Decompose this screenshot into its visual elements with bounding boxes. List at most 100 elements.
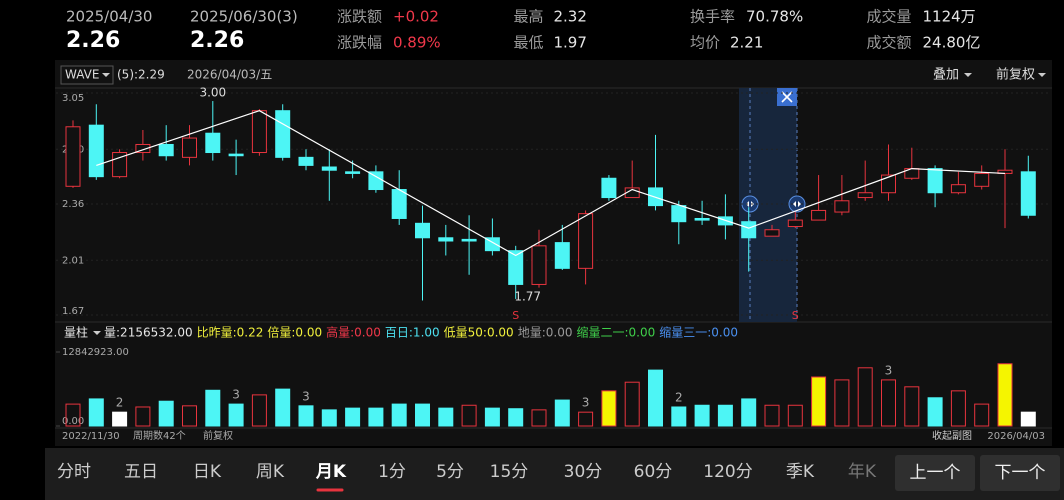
volume-bar <box>1020 411 1036 427</box>
volume-bar <box>578 411 594 427</box>
period-tab[interactable]: 5分 <box>436 462 464 482</box>
period-tab[interactable]: 日K <box>193 462 222 482</box>
footer-start: 2022/11/30 <box>62 431 120 442</box>
volume-bar <box>950 390 966 427</box>
prev-button-bg[interactable] <box>895 455 975 491</box>
next-button-bg[interactable] <box>980 455 1060 491</box>
candle-body <box>135 143 151 154</box>
indicator-name: WAVE <box>65 68 99 82</box>
period-tab[interactable]: 分时 <box>57 462 91 482</box>
count-label: 3 <box>885 363 893 377</box>
period-tab[interactable]: 1分 <box>378 462 406 482</box>
adjust-button[interactable]: 前复权 <box>996 67 1035 83</box>
signal-marker: S <box>512 309 519 322</box>
candle-body <box>298 156 314 166</box>
volume-bar <box>787 404 803 427</box>
volume-legend-item: 缩量二一:0.00 <box>576 325 655 340</box>
period-tab[interactable]: 周K <box>256 462 285 482</box>
tab-bar <box>45 448 1064 500</box>
volume-bar <box>182 405 197 427</box>
candle-body <box>834 200 850 213</box>
high-label: 3.00 <box>199 86 226 100</box>
volume-bar <box>508 408 524 427</box>
volume-bar <box>741 398 757 427</box>
candle-body <box>950 184 966 194</box>
candle-body <box>251 110 267 154</box>
drag-handle[interactable] <box>741 195 759 213</box>
y-tick-label: 0.00 <box>62 416 84 427</box>
collapse-button[interactable]: 收起副图 <box>932 429 972 442</box>
volume-bar <box>648 369 663 427</box>
period-tab[interactable]: 15分 <box>490 462 529 482</box>
volume-bar <box>997 363 1013 427</box>
candle-body <box>508 250 524 285</box>
volume-legend-item: 地量:0.00 <box>518 326 573 340</box>
volume-bar <box>391 403 407 427</box>
candle-body <box>764 229 780 237</box>
volume-bar <box>484 407 500 427</box>
candle-body <box>321 166 337 171</box>
volume-bar <box>228 403 244 427</box>
stat-label: 涨跌额 <box>337 8 382 26</box>
volume-legend-item: 倍量:0.00 <box>267 325 322 340</box>
period-tab[interactable]: 年K <box>848 462 877 482</box>
count-label: 2 <box>675 390 683 404</box>
candle-body <box>624 187 640 199</box>
overlay-button[interactable]: 叠加 <box>933 68 959 83</box>
signal-marker: S <box>792 309 799 322</box>
stat-value: 2.21 <box>730 34 763 52</box>
stat-label: 换手率 <box>690 8 735 26</box>
candle-body <box>741 221 757 239</box>
close-selection[interactable] <box>777 88 797 106</box>
indicator-value: (5):2.29 <box>117 68 165 82</box>
volume-bar <box>415 403 430 427</box>
candle-body <box>391 189 407 219</box>
volume-bar <box>834 379 850 427</box>
period-tab[interactable]: 季K <box>786 462 815 482</box>
stat-label: 最低 <box>514 34 544 52</box>
candle-body <box>531 245 547 285</box>
header-price: 2.26 <box>190 28 244 53</box>
period-tab[interactable]: 30分 <box>564 462 603 482</box>
period-tab[interactable]: 月K <box>315 462 347 482</box>
volume-legend-item: 高量:0.00 <box>326 325 381 340</box>
header-price: 2.26 <box>66 28 120 53</box>
candle-body <box>205 132 221 154</box>
volume-legend-item: 比昨量:0.22 <box>197 326 264 340</box>
volume-bar <box>717 404 733 427</box>
y-tick-label: 12842923.00 <box>62 347 129 358</box>
candle-body <box>228 153 244 157</box>
volume-legend-item: 缩量三一:0.00 <box>659 325 738 340</box>
indicator-box[interactable] <box>60 65 114 85</box>
candle-body <box>345 171 361 174</box>
y-tick-label: 3.05 <box>62 93 84 104</box>
period-tab[interactable]: 60分 <box>634 462 673 482</box>
period-tab[interactable]: 120分 <box>703 462 752 482</box>
stat-value: +0.02 <box>393 8 439 26</box>
period-tab[interactable]: 五日 <box>124 462 158 482</box>
candle-body <box>88 124 104 178</box>
dropdown-arrow <box>93 331 101 335</box>
prev-button[interactable]: 上一个 <box>910 463 961 483</box>
count-label: 3 <box>232 388 240 402</box>
volume-bar <box>764 404 780 427</box>
stat-value: 2.32 <box>554 8 587 26</box>
candle-body <box>927 168 943 194</box>
volume-legend-item: 低量50:0.00 <box>444 326 514 340</box>
candle-body <box>554 242 570 269</box>
stat-value: 1.97 <box>554 34 587 52</box>
candle-body <box>787 219 803 228</box>
next-button[interactable]: 下一个 <box>995 463 1046 483</box>
volume-bar <box>811 376 827 427</box>
footer-adjust: 前复权 <box>203 429 233 442</box>
candle-body <box>1020 171 1036 216</box>
wave-line <box>96 110 1006 257</box>
volume-bar <box>601 390 617 427</box>
low-label: 1.77 <box>514 289 541 303</box>
volume-bar <box>857 367 873 427</box>
candle-body <box>601 177 617 199</box>
volume-legend-item: 量柱 <box>64 325 88 340</box>
stat-value: 1124万 <box>923 8 976 26</box>
volume-bar <box>158 400 174 427</box>
